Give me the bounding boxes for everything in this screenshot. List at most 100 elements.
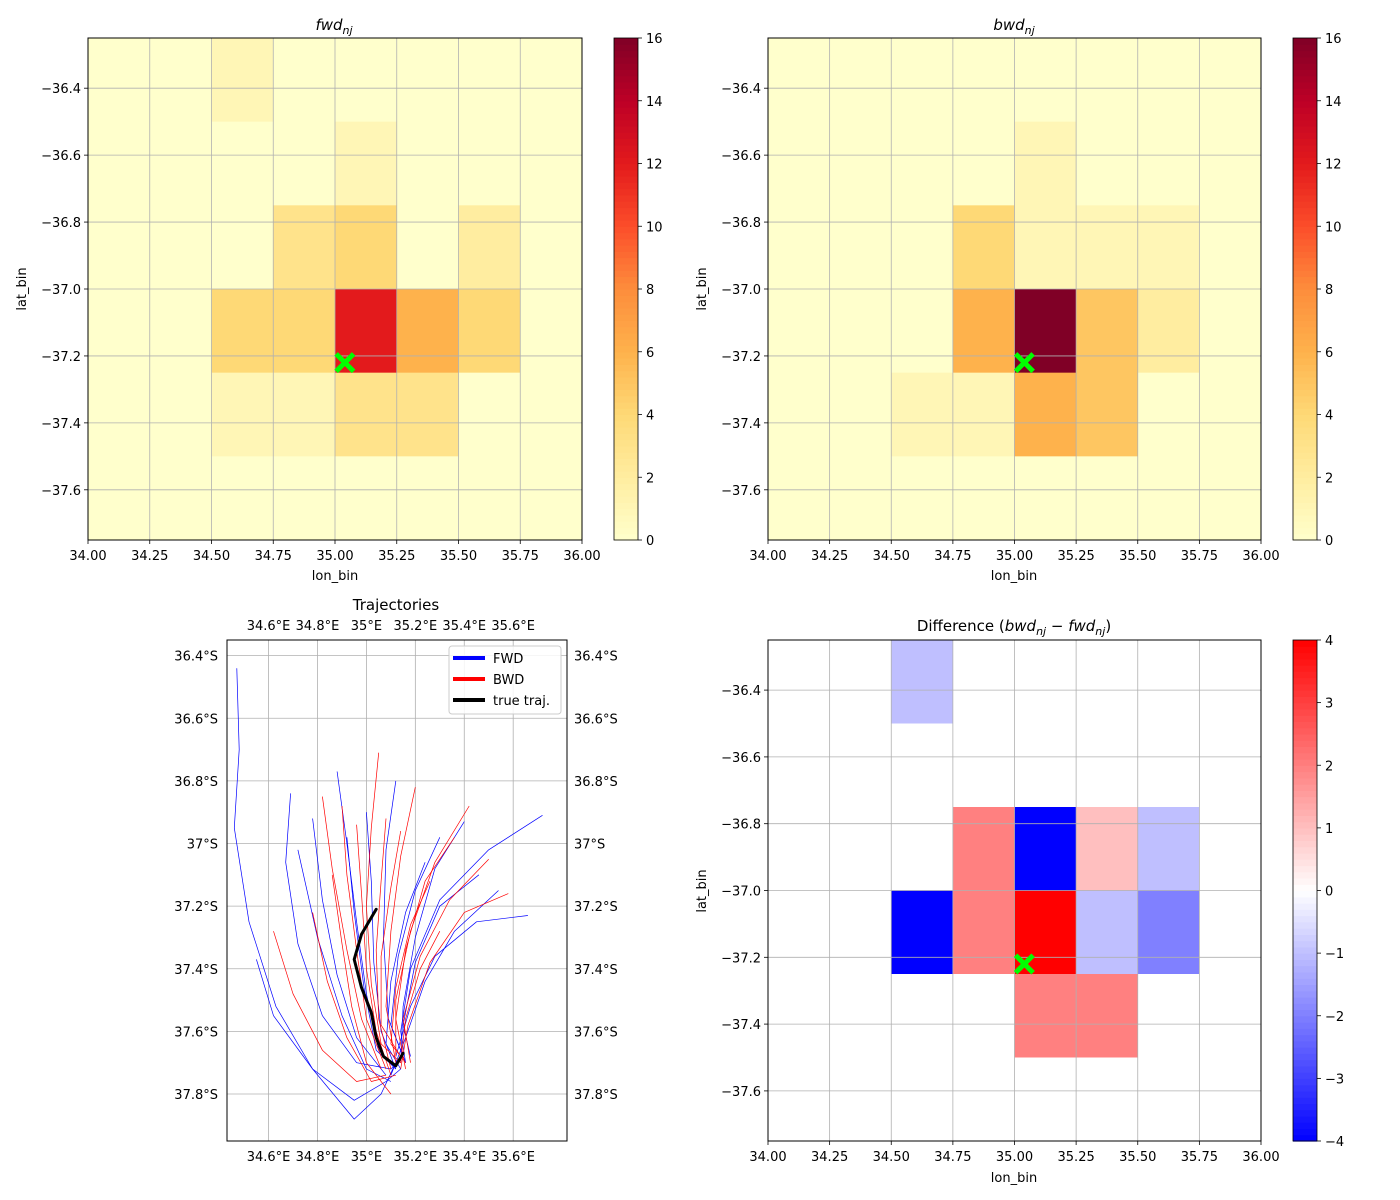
diff-cell xyxy=(1014,723,1077,808)
fwd-colorbar-segment xyxy=(614,339,638,347)
diff-x-tick-label: 34.75 xyxy=(934,1150,971,1165)
bwd-cell xyxy=(1014,38,1077,123)
diff-colorbar-segment xyxy=(1293,821,1317,829)
fwd-cell xyxy=(520,456,583,541)
diff-cell xyxy=(1199,723,1262,808)
bwd-cell xyxy=(1137,205,1200,290)
traj-x-tick-label-top: 35.2°E xyxy=(394,619,438,634)
bwd-colorbar-segment xyxy=(1293,119,1317,127)
bwd-colorbar-segment xyxy=(1293,483,1317,491)
diff-colorbar-segment xyxy=(1293,708,1317,716)
fwd-x-tick-label: 36.00 xyxy=(563,549,600,564)
diff-cell xyxy=(1137,1057,1200,1142)
diff-cell xyxy=(829,1057,892,1142)
diff-x-tick-label: 35.75 xyxy=(1181,1150,1218,1165)
difference-heatmap-panel: Difference (bwdnj − fwdnj) 34.00 34.25 34.… xyxy=(695,617,1344,1186)
diff-cell xyxy=(829,723,892,808)
fwd-colorbar-tick-label: 16 xyxy=(646,32,663,47)
fwd-colorbar-segment xyxy=(614,376,638,384)
diff-colorbar-segment xyxy=(1293,1034,1317,1042)
diff-colorbar-segment xyxy=(1293,1090,1317,1098)
diff-colorbar-tick-label: 1 xyxy=(1325,822,1333,837)
fwd-cell xyxy=(520,121,583,206)
diff-cell xyxy=(1014,974,1077,1058)
traj-lines xyxy=(233,668,543,1120)
diff-location-marker xyxy=(1013,953,1035,975)
diff-cell xyxy=(829,890,892,975)
traj-y-tick-label-right: 36.8°S xyxy=(574,775,618,790)
bwd-colorbar-segment xyxy=(1293,107,1317,114)
diff-colorbar-segment xyxy=(1293,671,1317,679)
bwd-colorbar-segment xyxy=(1293,245,1317,252)
diff-colorbar-segment xyxy=(1293,1053,1317,1061)
bwd-colorbar-segment xyxy=(1293,458,1317,466)
bwd-x-label: lon_bin xyxy=(991,569,1037,584)
traj-x-tick-label-bottom: 35.6°E xyxy=(491,1150,535,1165)
diff-x-tick-label: 35.25 xyxy=(1058,1150,1095,1165)
bwd-cell xyxy=(1076,121,1139,206)
bwd-colorbar-segment xyxy=(1293,113,1317,121)
fwd-cell xyxy=(335,372,398,457)
diff-cell xyxy=(1014,807,1077,891)
bwd-colorbar-segment xyxy=(1293,502,1317,510)
diff-cell xyxy=(1137,723,1200,808)
fwd-cell xyxy=(273,121,336,206)
bwd-colorbar-tick-label: 6 xyxy=(1325,346,1333,361)
fwd-cell xyxy=(273,205,336,290)
bwd-cell xyxy=(891,205,954,290)
fwd-colorbar-segment xyxy=(614,364,638,372)
fwd-colorbar-segment xyxy=(614,496,638,503)
fwd-colorbar-segment xyxy=(614,452,638,460)
diff-colorbar-segment xyxy=(1293,1028,1317,1036)
bwd-y-tick-label: −37.0 xyxy=(721,283,761,298)
bwd-colorbar-segment xyxy=(1293,401,1317,409)
traj-y-tick-label-left: 36.6°S xyxy=(174,712,218,727)
fwd-cell xyxy=(88,205,151,290)
diff-colorbar-tick-label: −2 xyxy=(1325,1010,1344,1025)
fwd-y-label: lat_bin xyxy=(15,267,30,310)
bwd-colorbar-segment xyxy=(1293,182,1317,190)
diff-colorbar-segment xyxy=(1293,796,1317,804)
diff-colorbar-segment xyxy=(1293,1065,1317,1073)
bwd-cell xyxy=(829,289,892,374)
bwd-colorbar-tick-label: 16 xyxy=(1325,32,1342,47)
bwd-colorbar-segment xyxy=(1293,452,1317,460)
diff-colorbar-segment xyxy=(1293,790,1317,798)
bwd-cell xyxy=(1137,289,1200,374)
fwd-colorbar-segment xyxy=(614,194,638,202)
diff-cell xyxy=(1199,640,1262,724)
bwd-cell xyxy=(768,38,831,123)
fwd-cell xyxy=(458,372,521,457)
diff-cell xyxy=(829,640,892,724)
diff-title-prefix: Difference ( xyxy=(917,617,1005,635)
true-trajectory-line xyxy=(352,907,405,1068)
bwd-trajectory-line xyxy=(312,912,396,1082)
diff-colorbar-segment xyxy=(1293,890,1317,898)
bwd-colorbar-segment xyxy=(1293,477,1317,485)
fwd-colorbar-segment xyxy=(614,477,638,485)
bwd-colorbar-segment xyxy=(1293,63,1317,70)
diff-colorbar-segment xyxy=(1293,640,1317,647)
bwd-colorbar-segment xyxy=(1293,514,1317,522)
diff-colorbar-segment xyxy=(1293,746,1317,754)
fwd-colorbar-segment xyxy=(614,238,638,246)
fwd-y-tick-label: −36.4 xyxy=(41,82,81,97)
traj-y-tick-label-right: 36.4°S xyxy=(574,650,618,665)
bwd-cell xyxy=(1014,205,1077,290)
fwd-colorbar-segment xyxy=(614,345,638,353)
bwd-colorbar-segment xyxy=(1293,232,1317,240)
bwd-colorbar-segment xyxy=(1293,270,1317,278)
diff-colorbar-segment xyxy=(1293,984,1317,992)
diff-cell xyxy=(768,974,831,1058)
bwd-cell xyxy=(1076,372,1139,457)
fwd-colorbar-segment xyxy=(614,226,638,234)
diff-colorbar-tick-label: −3 xyxy=(1325,1072,1344,1087)
bwd-colorbar-segment xyxy=(1293,433,1317,441)
fwd-colorbar-segment xyxy=(614,383,638,390)
fwd-trajectory-line xyxy=(400,821,465,1063)
fwd-colorbar-segment xyxy=(614,163,638,171)
fwd-trajectory-line xyxy=(256,959,397,1120)
fwd-colorbar-segment xyxy=(614,464,638,472)
diff-colorbar-segment xyxy=(1293,1103,1317,1111)
